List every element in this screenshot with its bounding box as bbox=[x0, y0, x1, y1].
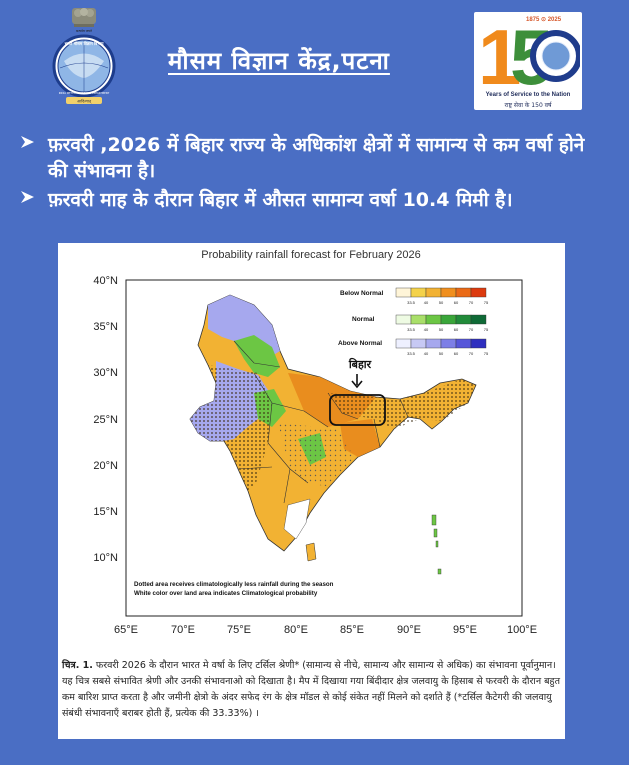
svg-text:70: 70 bbox=[469, 351, 474, 356]
andaman-islands bbox=[431, 514, 442, 575]
bihar-label: बिहार bbox=[348, 357, 372, 371]
lat-label: 25°N bbox=[93, 414, 118, 426]
sri-lanka bbox=[305, 542, 317, 562]
svg-text:75: 75 bbox=[484, 351, 489, 356]
svg-text:60: 60 bbox=[454, 300, 459, 305]
lon-label: 85°E bbox=[340, 624, 364, 636]
figure-caption: चित्र. 1. फरवरी 2026 के दौरान भारत मे वर… bbox=[58, 658, 565, 722]
forecast-map: Probability rainfall forecast for Februa… bbox=[93, 249, 537, 636]
badge-hindi: राष्ट्र सेवा के 150 वर्ष bbox=[504, 102, 552, 109]
svg-text:70: 70 bbox=[469, 300, 474, 305]
lon-label: 100°E bbox=[507, 624, 537, 636]
svg-text:33.5: 33.5 bbox=[407, 351, 416, 356]
badge-subtitle: Years of Service to the Nation bbox=[485, 92, 571, 98]
down-arrow-icon bbox=[351, 374, 363, 389]
svg-text:50: 50 bbox=[439, 327, 444, 332]
caption-text: फरवरी 2026 के दौरान भारत मे वर्षा के लिए… bbox=[62, 660, 560, 719]
lon-label: 65°E bbox=[114, 624, 138, 636]
forecast-figure: Probability rainfall forecast for Februa… bbox=[58, 243, 565, 739]
india-landmass bbox=[189, 294, 477, 552]
page-title: मौसम विज्ञान केंद्र,पटना bbox=[168, 47, 390, 75]
legend-normal: Normal 33.5 40 50 60 70 75 bbox=[352, 314, 489, 332]
svg-text:70: 70 bbox=[469, 327, 474, 332]
svg-text:Above Normal: Above Normal bbox=[338, 340, 382, 347]
caption-label: चित्र. 1. bbox=[62, 660, 93, 671]
svg-text:Normal: Normal bbox=[352, 316, 375, 323]
150-logo-icon: 1 5 bbox=[478, 13, 580, 92]
legend-below-normal: Below Normal 33.5 40 50 60 70 75 bbox=[340, 287, 489, 305]
arrow-bullet-icon bbox=[20, 187, 38, 214]
bihar-highlight-box bbox=[329, 394, 386, 426]
lon-label: 80°E bbox=[284, 624, 308, 636]
lon-label: 75°E bbox=[227, 624, 251, 636]
svg-text:75: 75 bbox=[484, 300, 489, 305]
svg-text:1: 1 bbox=[478, 13, 521, 92]
svg-text:भारत मौसम विज्ञान विभाग: भारत मौसम विज्ञान विभाग bbox=[65, 41, 105, 46]
bullet-text: फ़रवरी माह के दौरान बिहार में औसत सामान्… bbox=[48, 189, 513, 211]
lon-label: 95°E bbox=[453, 624, 477, 636]
svg-text:40: 40 bbox=[424, 351, 429, 356]
national-emblem-icon bbox=[72, 8, 96, 27]
imd-emblem-icon: सत्यमेव जयते भारत मौसम विज्ञान विभाग IND… bbox=[52, 8, 116, 105]
150-years-badge: 1 5 1875 ⊙ 2025 Years of Service to the … bbox=[474, 12, 582, 110]
svg-text:40: 40 bbox=[424, 300, 429, 305]
lat-label: 30°N bbox=[93, 367, 118, 379]
svg-text:INDIA METEOROLOGICAL DEPARTMEN: INDIA METEOROLOGICAL DEPARTMENT bbox=[59, 91, 110, 95]
lat-label: 10°N bbox=[93, 552, 118, 564]
map-note: Dotted area receives climatologically le… bbox=[134, 581, 334, 588]
lon-label: 70°E bbox=[171, 624, 195, 636]
svg-text:50: 50 bbox=[439, 351, 444, 356]
lat-label: 15°N bbox=[93, 506, 118, 518]
lat-label: 20°N bbox=[93, 460, 118, 472]
svg-text:आदित्यात्: आदित्यात् bbox=[77, 99, 92, 105]
svg-text:75: 75 bbox=[484, 327, 489, 332]
svg-text:33.5: 33.5 bbox=[407, 327, 416, 332]
legend-above-normal: Above Normal 33.5 40 50 60 70 75 bbox=[338, 338, 489, 356]
svg-text:60: 60 bbox=[454, 351, 459, 356]
svg-text:60: 60 bbox=[454, 327, 459, 332]
map-note: White color over land area indicates Cli… bbox=[134, 590, 318, 597]
svg-text:33.5: 33.5 bbox=[407, 300, 416, 305]
svg-text:50: 50 bbox=[439, 300, 444, 305]
lat-tick-labels: 40°N 35°N 30°N 25°N 20°N 15°N 10°N bbox=[93, 275, 118, 564]
map-title: Probability rainfall forecast for Februa… bbox=[201, 249, 421, 261]
svg-text:Below Normal: Below Normal bbox=[340, 290, 384, 297]
badge-years: 1875 ⊙ 2025 bbox=[526, 17, 562, 23]
lon-label: 90°E bbox=[397, 624, 421, 636]
imd-logo: सत्यमेव जयते भारत मौसम विज्ञान विभाग IND… bbox=[34, 6, 134, 106]
legend: Below Normal 33.5 40 50 60 70 75 Normal bbox=[338, 287, 489, 356]
lon-tick-labels: 65°E 70°E 75°E 80°E 85°E 90°E 95°E 100°E bbox=[114, 624, 537, 636]
svg-text:सत्यमेव जयते: सत्यमेव जयते bbox=[76, 29, 92, 33]
arrow-bullet-icon bbox=[20, 132, 38, 159]
lat-label: 35°N bbox=[93, 321, 118, 333]
bullet-text: फ़रवरी ,2026 में बिहार राज्य के अधिकांश … bbox=[48, 134, 585, 182]
lat-label: 40°N bbox=[93, 275, 118, 287]
svg-text:40: 40 bbox=[424, 327, 429, 332]
